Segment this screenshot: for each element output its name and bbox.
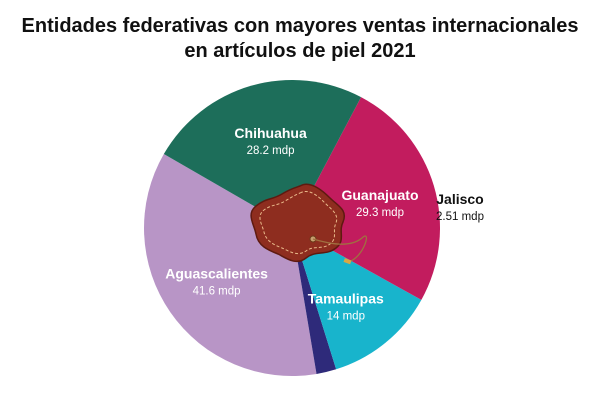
slice-name-guanajuato: Guanajuato: [341, 187, 418, 203]
slice-name-aguascalientes: Aguascalientes: [165, 265, 268, 281]
slice-name-tamaulipas: Tamaulipas: [308, 291, 384, 307]
pie-slice-tamaulipas: [292, 228, 422, 370]
pie-slice-jalisco: [292, 228, 337, 374]
slice-value-guanajuato: 29.3 mdp: [356, 207, 404, 219]
chart-title: Entidades federativas con mayores ventas…: [0, 14, 600, 64]
slice-value-tamaulipas: 14 mdp: [327, 311, 365, 323]
slice-value-chihuahua: 28.2 mdp: [247, 145, 295, 157]
slice-name-jalisco: Jalisco: [436, 191, 483, 207]
slice-value-jalisco: 2.51 mdp: [436, 211, 484, 223]
pie-slice-aguascalientes: [144, 154, 317, 376]
slice-value-aguascalientes: 41.6 mdp: [193, 285, 241, 297]
pie-labels: Aguascalientes 41.6 mdp Jalisco 2.51 mdp Tam…: [165, 125, 484, 323]
chart-title-line-1: Entidades federativas con mayores ventas…: [21, 15, 579, 37]
pie-slice-guanajuato: [292, 97, 440, 300]
slice-name-chihuahua: Chihuahua: [234, 125, 307, 141]
pie-slice-chihuahua: [163, 80, 362, 228]
chart-title-line-2: en artículos de piel 2021: [184, 40, 416, 62]
leather-patch-illustration: [250, 183, 367, 265]
pie-slices: [144, 80, 440, 376]
